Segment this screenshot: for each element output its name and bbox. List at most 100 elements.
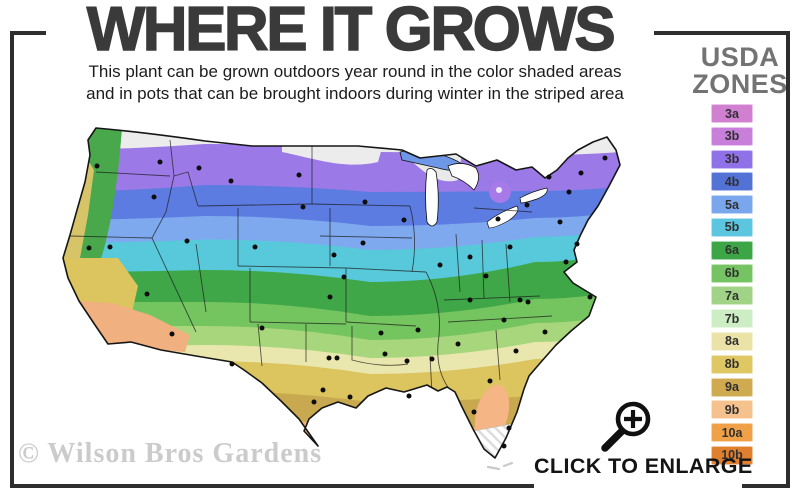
us-outline [62, 127, 621, 459]
city-dot [334, 355, 340, 361]
frame-border-right [786, 31, 790, 488]
magnifier-plus-icon[interactable] [596, 398, 658, 458]
frame-border-bottom-right [742, 484, 790, 488]
zone-swatch-7a-8: 7a [711, 286, 753, 306]
frame-border-top-left [10, 31, 46, 35]
zone-swatch-label: 4b [724, 174, 740, 189]
legend-title: USDA ZONES [686, 44, 794, 98]
city-dot [471, 409, 477, 415]
frame-border-left [10, 31, 14, 488]
lake-erie [486, 205, 519, 229]
city-dot [229, 361, 235, 367]
city-dot [546, 174, 552, 180]
city-dot [525, 299, 531, 305]
city-dot [151, 194, 157, 200]
city-dot [300, 204, 306, 210]
city-dot [602, 155, 608, 161]
frame-border-top-right [654, 31, 790, 35]
city-dot [467, 254, 473, 260]
zone-swatch-6a-6: 6a [711, 240, 753, 260]
zone-swatch-label: 9a [725, 380, 739, 395]
subtitle-line-1: This plant can be grown outdoors year ro… [88, 62, 622, 81]
legend-title-usda: USDA [700, 42, 780, 72]
city-dot [382, 351, 388, 357]
city-dot [401, 217, 407, 223]
city-dot [501, 317, 507, 323]
zone-swatch-label: 3a [725, 106, 739, 121]
city-dot [107, 244, 113, 250]
city-dot [487, 378, 493, 384]
city-dot [524, 202, 530, 208]
zone-swatch-label: 6b [724, 266, 740, 281]
zone-swatch-3a-0: 3a [711, 104, 753, 123]
zone-swatch-label: 6a [725, 243, 739, 258]
city-dot [157, 159, 163, 165]
city-dot [574, 241, 580, 247]
usda-zones-legend: 3a 3b 3b 4b 5a 5b 6a 6b 7a 7b 8a 8b 9a 9b 10a 10b [711, 104, 753, 469]
city-dot [94, 163, 100, 169]
zone-swatch-label: 7a [725, 288, 739, 303]
city-dot [557, 219, 563, 225]
zone-swatch-label: 8a [725, 334, 739, 349]
city-dot [331, 252, 337, 258]
city-dot [360, 240, 366, 246]
city-dot [296, 172, 302, 178]
page-title: WHERE IT GROWS [86, 0, 616, 64]
city-dot [362, 199, 368, 205]
zone-region-north-white-1 [282, 146, 382, 165]
legend-title-zones: ZONES [692, 69, 788, 99]
city-dot [404, 358, 410, 364]
zone-swatch-8a-10: 8a [711, 331, 753, 351]
florida-keys [486, 461, 514, 471]
city-dot [467, 297, 473, 303]
zone-region-socal-peach [79, 301, 190, 352]
zone-swatch-label: 10b [721, 448, 743, 463]
city-dot [311, 399, 317, 405]
city-dot [196, 165, 202, 171]
zone-swatch-10b-15: 10b [711, 445, 753, 465]
zone-swatch-label: 9b [724, 402, 740, 417]
zone-swatch-5b-5: 5b [711, 217, 753, 237]
city-dot [169, 331, 175, 337]
zone-swatch-label: 3b [724, 152, 740, 167]
city-dot [578, 170, 584, 176]
state-borders [69, 139, 553, 395]
city-dot [429, 356, 435, 362]
zone-swatch-4b-3: 4b [711, 172, 753, 192]
zone-swatch-10a-14: 10a [711, 423, 753, 443]
city-dot [507, 244, 513, 250]
city-dot [483, 273, 489, 279]
subtitle-line-2: and in pots that can be brought indoors … [86, 84, 624, 103]
zone-region-adirondack-white [496, 187, 502, 193]
city-dot [566, 189, 572, 195]
watermark: © Wilson Bros Gardens [18, 438, 323, 469]
frame-border-bottom [10, 484, 534, 488]
city-dot [437, 262, 443, 268]
zone-swatch-5a-4: 5a [711, 195, 753, 215]
zone-swatch-9a-12: 9a [711, 377, 753, 397]
city-dot [415, 327, 421, 333]
zone-swatch-label: 7b [724, 311, 740, 326]
city-dot [378, 330, 384, 336]
city-dot [320, 387, 326, 393]
zone-swatch-label: 5a [725, 197, 739, 212]
zone-swatch-label: 8b [724, 357, 740, 372]
city-dot [495, 216, 501, 222]
zone-swatch-7b-9: 7b [711, 309, 753, 329]
city-dot [184, 238, 190, 244]
lake-huron [447, 163, 479, 191]
zone-swatch-label: 10a [721, 425, 743, 440]
lake-ontario [519, 187, 548, 204]
city-dot [252, 244, 258, 250]
city-dot [563, 259, 569, 265]
city-dot [326, 355, 332, 361]
zone-swatch-6b-7: 6b [711, 263, 753, 283]
lake-michigan [425, 168, 439, 227]
zone-swatch-3b-1: 3b [711, 126, 753, 146]
zone-swatch-8b-11: 8b [711, 354, 753, 374]
city-dot [406, 393, 412, 399]
click-to-enlarge-button[interactable]: CLICK TO ENLARGE [534, 454, 753, 478]
zone-swatch-9b-13: 9b [711, 400, 753, 420]
